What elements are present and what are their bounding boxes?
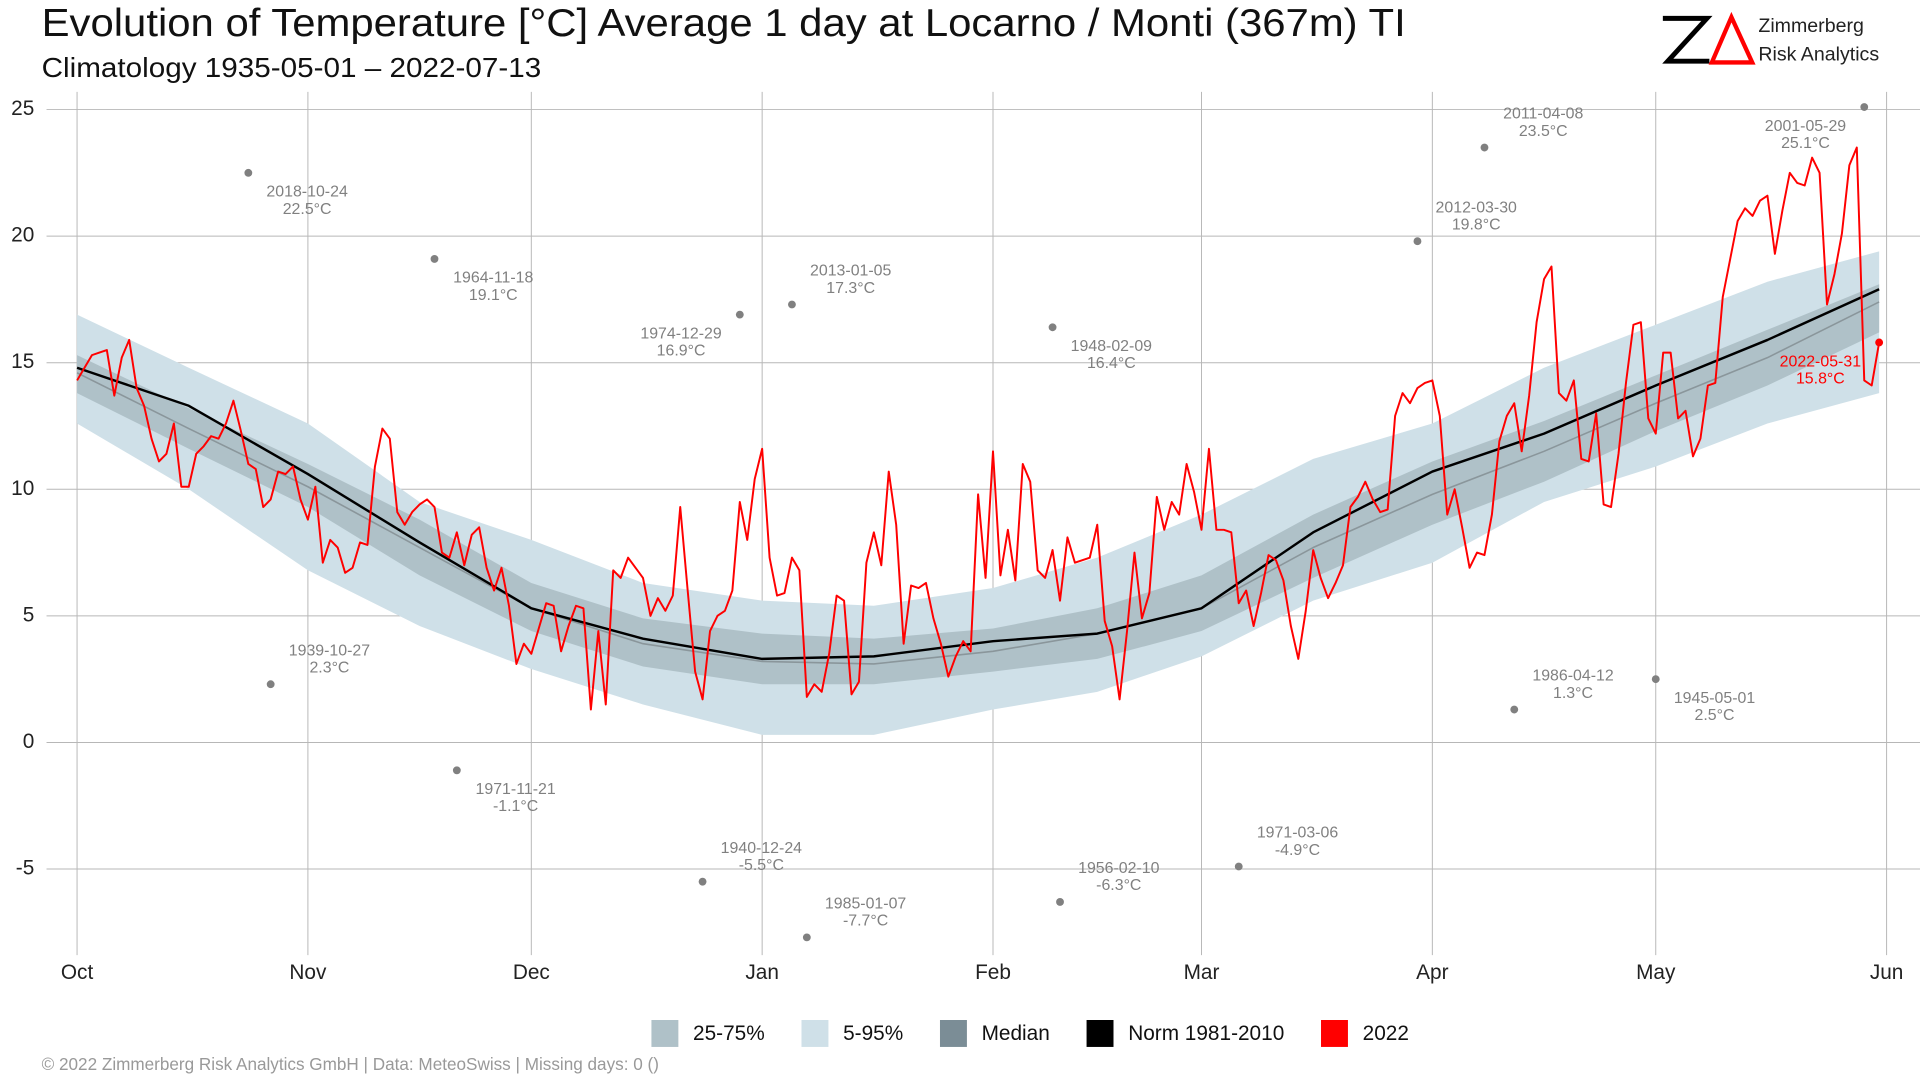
record-value: -5.5°C [739,857,784,874]
x-tick-label: Jan [745,961,779,984]
chart-title: Evolution of Temperature [°C] Average 1 … [42,2,1406,45]
y-tick-label: 20 [11,224,34,247]
record-date: 1948-02-09 [1071,338,1153,355]
record-date: 1939-10-27 [289,642,371,659]
x-tick-label: Jun [1870,961,1904,984]
record-point [1048,323,1057,332]
x-tick-label: Oct [61,961,94,984]
record-value: -6.3°C [1096,877,1141,894]
record-point [1413,237,1422,246]
legend-label: Median [982,1022,1050,1045]
record-point [1480,143,1489,152]
record-date: 1986-04-12 [1532,668,1614,685]
series [76,146,1881,735]
legend-swatch [651,1020,679,1047]
legend-label: Norm 1981-2010 [1128,1022,1284,1045]
y-tick-label: 25 [11,97,34,120]
record-value: 19.1°C [469,287,518,304]
record-value: -1.1°C [493,798,538,815]
x-tick-label: Nov [289,961,327,984]
record-date: 2013-01-05 [810,263,892,280]
y-tick-label: -5 [16,857,35,880]
logo-delta [1708,11,1756,65]
logo-text: Risk Analytics [1758,43,1879,65]
logo-z [1662,15,1713,64]
series-line [76,288,1880,661]
x-tick-label: Mar [1184,961,1220,984]
record-point [430,255,439,263]
record-date: 1956-02-10 [1078,860,1160,877]
logo-text: Zimmerberg [1758,15,1864,37]
record-date: 2012-03-30 [1436,199,1518,216]
legend-swatch [939,1020,967,1047]
record-point [735,310,744,319]
record-value: -4.9°C [1275,842,1320,859]
record-point [698,877,707,886]
y-tick-label: 15 [11,350,34,373]
series-line [76,146,1881,711]
record-value: 23.5°C [1519,123,1568,140]
record-value: 25.1°C [1781,135,1830,152]
band-area [77,284,1880,685]
record-date: 2022-05-31 [1780,353,1862,370]
record-point [1510,705,1519,714]
x-tick-label: Feb [975,961,1011,984]
record-point [788,300,796,309]
record-value: 17.3°C [826,280,875,297]
record-value: 22.5°C [283,201,332,218]
plot-area: -5 0 5 10 15 20 25 Oct Nov Dec Jan Feb Mar Apr May Jun 2… [11,91,1920,984]
record-date: 1945-05-01 [1674,690,1756,707]
record-value: 16.4°C [1087,355,1136,372]
legend-swatch [801,1020,829,1047]
x-tick-label: Apr [1416,961,1448,984]
record-value: 1.3°C [1553,685,1593,702]
record-point [1234,862,1243,871]
legend-label: 25-75% [693,1022,765,1045]
record-point [802,933,811,942]
record-point [266,680,275,689]
record-value: 2.3°C [309,660,349,677]
legend-swatch [1321,1020,1348,1047]
record-date: 2018-10-24 [266,184,348,201]
record-date: 2011-04-08 [1503,106,1583,123]
y-tick-label: 0 [23,730,35,753]
x-tick-label: May [1636,961,1676,984]
chart-subtitle: Climatology 1935-05-01 – 2022-07-13 [42,52,542,83]
legend-label: 5-95% [843,1022,903,1045]
record-point [244,168,253,177]
y-tick-label: 5 [23,603,35,626]
record-value: 19.8°C [1452,216,1501,233]
record-point [1875,338,1884,347]
legend: 25-75% 5-95% Median Norm 1981-2010 2022 [651,1020,1409,1047]
record-date: 1940-12-24 [721,840,803,857]
record-point [452,766,461,775]
legend-swatch [1086,1020,1114,1047]
record-date: 1964-11-18 [453,270,533,287]
record-value: 16.9°C [657,343,706,360]
record-date: 2001-05-29 [1765,118,1847,135]
record-date: 1985-01-07 [825,896,907,913]
record-date: 1974-12-29 [640,325,722,342]
y-tick-label: 10 [11,477,34,500]
legend-label: 2022 [1363,1022,1409,1045]
footer: © 2022 Zimmerberg Risk Analytics GmbH | … [42,1054,659,1074]
record-value: 2.5°C [1695,707,1735,724]
record-value: -7.7°C [843,913,888,930]
record-point [1056,898,1064,906]
record-date: 1971-11-21 [476,781,556,798]
record-point [1651,675,1660,684]
record-date: 1971-03-06 [1257,825,1339,842]
x-tick-label: Dec [513,961,550,984]
record-point [1860,103,1869,111]
record-value: 15.8°C [1796,370,1845,387]
series-line [76,301,1880,665]
